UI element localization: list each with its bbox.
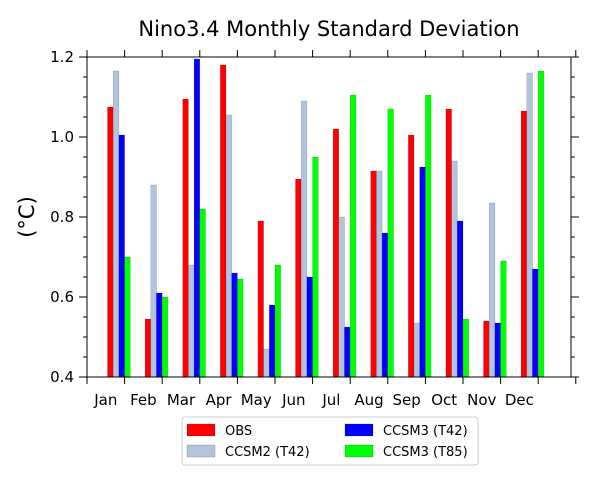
bar-sep-series-2 (419, 166, 426, 378)
plot-bars (107, 58, 545, 378)
legend-label-2: CCSM3 (T42) (383, 424, 468, 439)
bar-jul-series-3 (349, 94, 357, 378)
bar-sep-series-0 (408, 134, 415, 378)
bar-jan-series-2 (118, 134, 125, 378)
bar-jan-series-0 (107, 106, 114, 378)
bar-sep-series-3 (425, 94, 432, 378)
bar-may-series-2 (269, 304, 276, 378)
bar-apr-series-3 (237, 278, 244, 378)
bar-apr-series-0 (220, 64, 227, 378)
legend-label-1: CCSM2 (T42) (225, 445, 310, 460)
x-tick-label-nov: Nov (467, 391, 496, 409)
legend-swatch-1 (186, 444, 216, 458)
legend: OBS CCSM2 (T42) CCSM3 (T42) CCSM3 (T85) (181, 416, 479, 466)
bar-aug-series-0 (370, 170, 377, 378)
bar-feb-series-0 (144, 318, 152, 378)
bar-oct-series-3 (462, 318, 469, 378)
bar-dec-series-0 (520, 110, 528, 378)
y-axis-label: (°C) (15, 196, 39, 238)
x-tick-label-jul: Jul (321, 391, 340, 409)
legend-box (181, 416, 479, 466)
y-tick-label: 0.6 (50, 288, 74, 306)
legend-label-3: CCSM3 (T85) (383, 445, 468, 460)
x-tick-label-mar: Mar (167, 391, 196, 409)
bar-mar-series-0 (182, 98, 189, 378)
bar-jul-series-0 (332, 128, 340, 378)
bar-aug-series-3 (387, 108, 394, 378)
bar-aug-series-1 (376, 170, 383, 378)
bar-apr-series-1 (225, 114, 232, 378)
bar-dec-series-3 (537, 70, 545, 378)
bar-may-series-3 (274, 264, 281, 378)
bar-mar-series-2 (193, 58, 201, 378)
bar-nov-series-3 (500, 260, 507, 378)
bar-feb-series-3 (161, 296, 169, 378)
bar-jun-series-3 (312, 156, 319, 378)
bar-jan-series-3 (124, 256, 131, 378)
bar-nov-series-0 (483, 320, 490, 378)
x-tick-label-jun: Jun (281, 391, 305, 409)
bar-jun-series-1 (300, 100, 308, 378)
y-tick-label: 1.0 (50, 128, 74, 146)
chart-title: Nino3.4 Monthly Standard Deviation (138, 17, 519, 41)
x-tick-label-may: May (241, 391, 272, 409)
bar-mar-series-1 (188, 264, 195, 378)
bar-oct-series-0 (445, 108, 452, 378)
bar-may-series-1 (263, 348, 270, 378)
y-tick-label: 1.2 (50, 48, 74, 66)
bar-sep-series-1 (413, 322, 420, 378)
y-tick-label: 0.4 (50, 368, 74, 386)
x-tick-label-oct: Oct (431, 391, 457, 409)
bar-dec-series-1 (526, 72, 533, 378)
legend-swatch-0 (186, 423, 216, 437)
bar-nov-series-2 (494, 322, 501, 378)
bar-mar-series-3 (199, 208, 206, 378)
bar-nov-series-1 (488, 202, 496, 378)
x-tick-label-feb: Feb (130, 391, 157, 409)
bar-jun-series-2 (306, 276, 313, 378)
bar-oct-series-1 (451, 160, 458, 378)
legend-swatch-3 (344, 444, 374, 458)
bar-apr-series-2 (231, 272, 238, 378)
legend-swatch-2 (344, 423, 374, 437)
bar-aug-series-2 (381, 232, 389, 378)
x-tick-label-apr: Apr (206, 391, 233, 409)
bar-jul-series-2 (344, 326, 351, 378)
bar-oct-series-2 (457, 220, 464, 378)
bar-may-series-0 (257, 220, 264, 378)
bar-jul-series-1 (338, 216, 345, 378)
bar-jun-series-0 (295, 178, 302, 378)
bar-jan-series-1 (112, 70, 120, 378)
y-tick-label: 0.8 (50, 208, 74, 226)
bar-feb-series-1 (150, 184, 157, 378)
x-tick-label-jan: Jan (93, 391, 117, 409)
x-tick-label-sep: Sep (392, 391, 420, 409)
x-tick-label-dec: Dec (505, 391, 534, 409)
x-tick-label-aug: Aug (354, 391, 383, 409)
bar-dec-series-2 (532, 268, 539, 378)
legend-label-0: OBS (225, 424, 252, 439)
bar-feb-series-2 (156, 292, 163, 378)
y-axis-ticks: 0.4 0.6 0.8 1.0 1.2 (50, 48, 579, 386)
x-axis-ticks: Jan Feb Mar Apr May Jun Jul Aug Sep Oct Nov Dec (86, 50, 577, 409)
